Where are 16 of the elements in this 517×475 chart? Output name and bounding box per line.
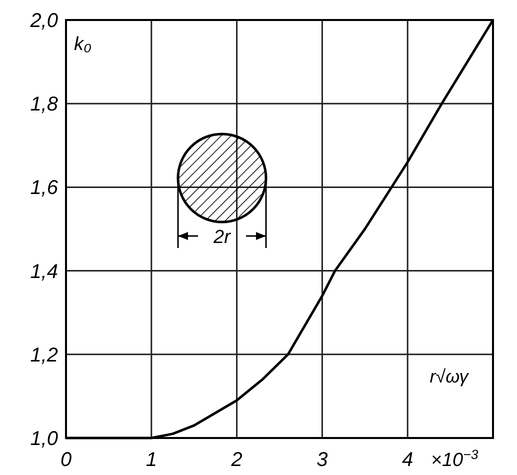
x-tick-label: 1 — [146, 449, 157, 471]
y-tick-label: 2,0 — [29, 10, 58, 32]
y-tick-label: 1,6 — [30, 177, 59, 200]
x-tick-label: 0 — [60, 449, 72, 471]
x-tick-label: 4 — [402, 449, 414, 471]
y-axis-title: k₀ — [74, 34, 92, 55]
y-tick-label: 1,4 — [30, 260, 58, 283]
x-axis-title: r√ωγ — [430, 366, 470, 386]
line-series — [64, 18, 494, 440]
y-tick-label: 1,0 — [30, 428, 58, 450]
y-tick-label: 1,8 — [30, 94, 58, 116]
x-tick-label: 2 — [230, 449, 242, 471]
text: ×10$^{−3}$ — [430, 446, 479, 471]
y-tick-label: 1,2 — [30, 344, 58, 366]
x-tick-label: 3 — [316, 449, 328, 471]
annotation: 2r — [212, 227, 232, 248]
